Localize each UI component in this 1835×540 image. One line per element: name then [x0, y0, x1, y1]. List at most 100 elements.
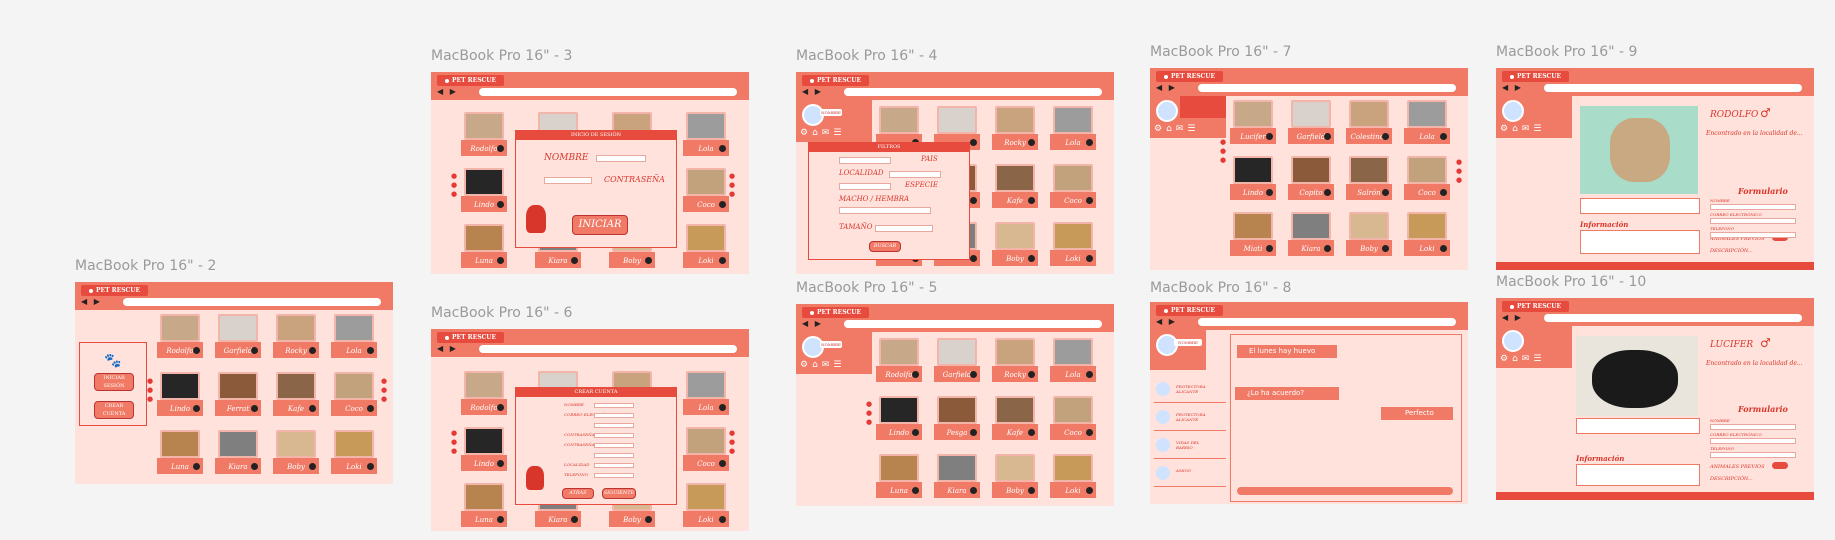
pet-card[interactable]: Coco [331, 372, 377, 416]
paw-icon[interactable] [1324, 133, 1331, 140]
form-input[interactable] [1710, 204, 1796, 210]
pet-card[interactable]: Coco [683, 168, 729, 212]
paw-icon[interactable] [251, 405, 258, 412]
pet-card[interactable]: Kiara [934, 454, 980, 498]
paw-icon[interactable] [1324, 245, 1331, 252]
paw-icon[interactable] [1440, 133, 1447, 140]
brand-logo[interactable]: PET RESCUE [802, 307, 870, 318]
pet-card[interactable]: Lola [1050, 106, 1096, 150]
sidebar-icons[interactable]: ⚙⌂✉☰ [800, 360, 846, 370]
paw-icon[interactable] [719, 145, 726, 152]
paw-icon[interactable] [912, 371, 919, 378]
pet-card[interactable]: Garfield [215, 314, 261, 358]
nav-arrows[interactable]: ◀ ▶ [802, 319, 823, 328]
pet-card[interactable]: Boby [992, 454, 1038, 498]
paw-icon[interactable] [367, 347, 374, 354]
pet-card[interactable]: Miati [1230, 212, 1276, 256]
url-bar[interactable] [844, 320, 1102, 328]
paw-icon[interactable] [309, 347, 316, 354]
paw-icon[interactable] [367, 463, 374, 470]
nav-arrows[interactable]: ◀ ▶ [1502, 83, 1523, 92]
paw-icon[interactable] [645, 516, 652, 523]
sidebar-icons[interactable]: ⚙⌂✉☰ [800, 128, 846, 138]
paw-icon[interactable] [719, 516, 726, 523]
pet-card[interactable]: Coco [1404, 156, 1450, 200]
signup-input[interactable] [594, 423, 634, 428]
paw-icon[interactable] [970, 429, 977, 436]
nav-arrows[interactable]: ◀ ▶ [1156, 317, 1177, 326]
pet-card[interactable]: Loki [1050, 454, 1096, 498]
contact-item[interactable]: PROTECTORA ALICANTE [1154, 378, 1226, 403]
form-input[interactable] [1710, 452, 1796, 458]
nombre-input[interactable] [596, 155, 646, 162]
paw-icon[interactable] [571, 257, 578, 264]
paw-icon[interactable] [1028, 139, 1035, 146]
pet-card[interactable]: Luna [461, 224, 507, 268]
paw-icon[interactable] [1324, 189, 1331, 196]
pet-card[interactable]: Boby [1346, 212, 1392, 256]
paw-icon[interactable] [193, 463, 200, 470]
paw-icon[interactable] [970, 371, 977, 378]
signup-input[interactable] [594, 403, 634, 408]
paw-icon[interactable] [719, 460, 726, 467]
pet-card[interactable]: Lindo [157, 372, 203, 416]
pet-card[interactable]: Coco [1050, 396, 1096, 440]
pet-card[interactable]: Rodolfo [461, 112, 507, 156]
paw-icon[interactable] [193, 405, 200, 412]
url-bar[interactable] [1198, 84, 1456, 92]
pet-card[interactable]: Loki [683, 483, 729, 527]
pet-card[interactable]: Coco [683, 427, 729, 471]
paw-icon[interactable] [497, 404, 504, 411]
paw-icon[interactable] [1382, 189, 1389, 196]
paw-icon[interactable] [1440, 245, 1447, 252]
paw-icon[interactable] [497, 257, 504, 264]
adopt-strip[interactable] [1580, 198, 1700, 214]
signup-input[interactable] [594, 433, 634, 438]
nav-arrows[interactable]: ◀ ▶ [437, 344, 458, 353]
paw-icon[interactable] [1086, 197, 1093, 204]
pet-card[interactable]: Lindo [1230, 156, 1276, 200]
signup-input[interactable] [594, 453, 634, 458]
message-input[interactable] [1237, 487, 1453, 495]
signup-input[interactable] [594, 443, 634, 448]
sidebar-icons[interactable]: ⚙⌂✉☰ [1500, 124, 1546, 134]
nav-arrows[interactable]: ◀ ▶ [802, 87, 823, 96]
pet-card[interactable]: Luna [157, 430, 203, 474]
pet-card[interactable]: Lola [1050, 338, 1096, 382]
pet-card[interactable]: Rocky [273, 314, 319, 358]
pet-card[interactable]: Luna [461, 483, 507, 527]
pet-card[interactable]: Coco [1050, 164, 1096, 208]
paw-icon[interactable] [719, 201, 726, 208]
contact-item[interactable]: VIDAS DEL BARRIO [1154, 434, 1226, 459]
paw-icon[interactable] [1086, 371, 1093, 378]
paw-icon[interactable] [1086, 487, 1093, 494]
paw-icon[interactable] [1028, 255, 1035, 262]
paw-icon[interactable] [497, 460, 504, 467]
pet-card[interactable]: Loki [1404, 212, 1450, 256]
avatar[interactable] [1502, 330, 1524, 352]
country-input[interactable] [839, 157, 891, 164]
login-button[interactable]: INICIAR SESIÓN [94, 373, 134, 391]
paw-icon[interactable] [970, 255, 977, 262]
paw-icon[interactable] [497, 516, 504, 523]
sidebar-icons[interactable]: ⚙⌂✉☰ [1500, 354, 1546, 364]
paw-icon[interactable] [251, 463, 258, 470]
paw-icon[interactable] [1028, 371, 1035, 378]
pet-card[interactable]: Kafe [273, 372, 319, 416]
pet-card[interactable]: Boby [273, 430, 319, 474]
tamano-select[interactable] [875, 225, 933, 232]
sexo-input[interactable] [839, 207, 931, 214]
pet-card[interactable]: Boby [992, 222, 1038, 266]
form-input[interactable] [1710, 218, 1796, 224]
brand-logo[interactable]: PET RESCUE [1156, 71, 1224, 82]
pet-card[interactable]: Lindo [461, 427, 507, 471]
avatar[interactable] [1156, 100, 1178, 122]
brand-logo[interactable]: PET RESCUE [1156, 305, 1224, 316]
nav-arrows[interactable]: ◀ ▶ [1156, 83, 1177, 92]
paw-icon[interactable] [1266, 133, 1273, 140]
paw-icon[interactable] [251, 347, 258, 354]
pet-card[interactable]: Kafe [992, 396, 1038, 440]
create-account-button[interactable]: CREAR CUENTA [94, 401, 134, 419]
paw-icon[interactable] [719, 404, 726, 411]
paw-icon[interactable] [309, 405, 316, 412]
